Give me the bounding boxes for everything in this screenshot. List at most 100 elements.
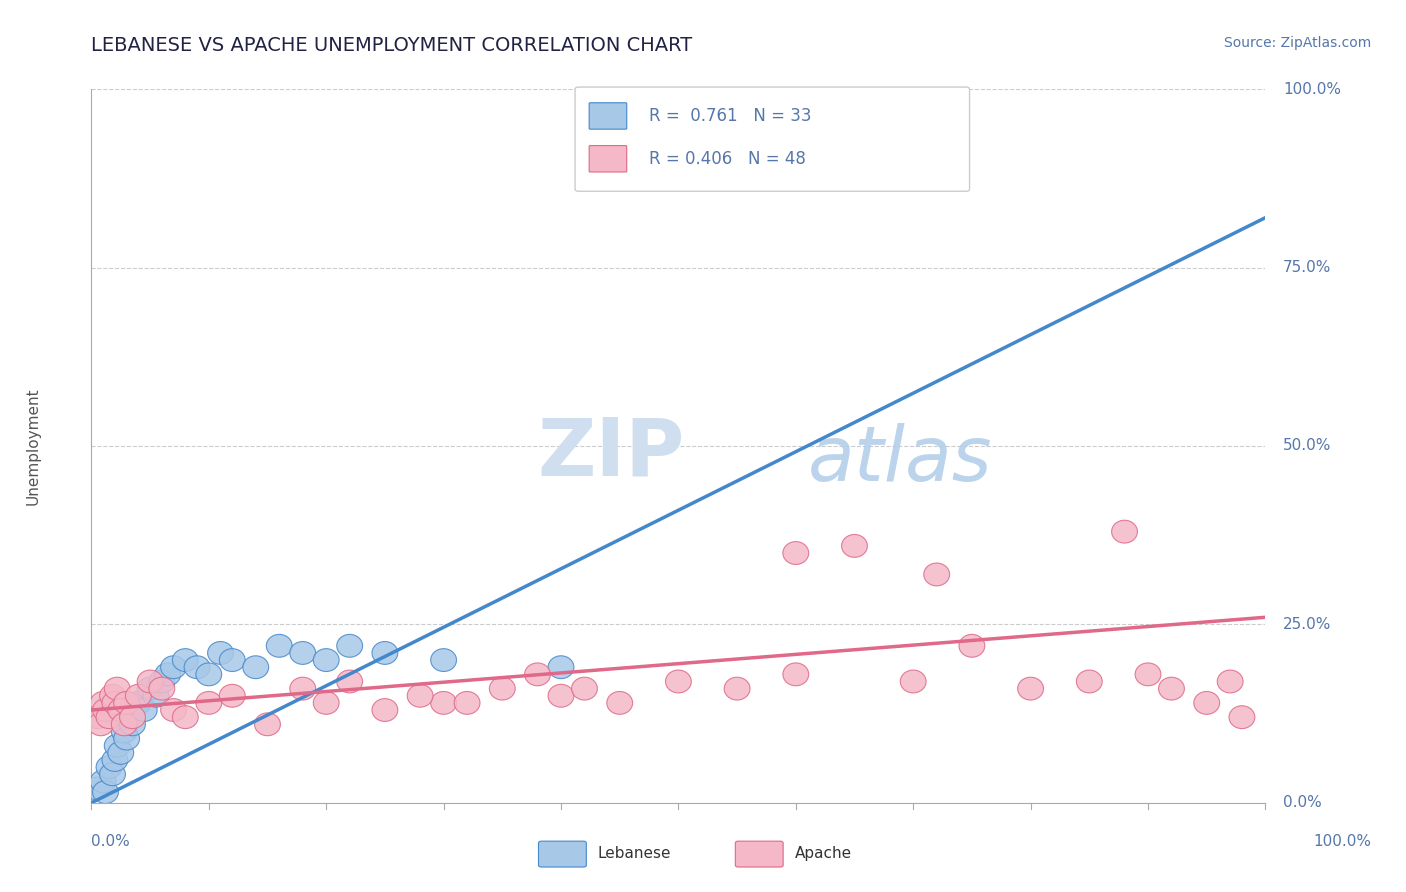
Ellipse shape [104, 734, 131, 757]
Ellipse shape [337, 670, 363, 693]
Ellipse shape [108, 698, 134, 722]
FancyBboxPatch shape [589, 103, 627, 129]
Ellipse shape [219, 648, 245, 672]
Ellipse shape [290, 677, 315, 700]
Ellipse shape [96, 756, 122, 779]
Ellipse shape [842, 78, 868, 101]
Ellipse shape [572, 677, 598, 700]
Ellipse shape [155, 663, 180, 686]
Ellipse shape [430, 648, 457, 672]
Text: R =  0.761   N = 33: R = 0.761 N = 33 [650, 107, 811, 125]
Ellipse shape [114, 691, 139, 714]
Ellipse shape [96, 706, 122, 729]
Text: Lebanese: Lebanese [598, 847, 671, 861]
Ellipse shape [254, 713, 280, 736]
Ellipse shape [1077, 670, 1102, 693]
Ellipse shape [959, 634, 984, 657]
Ellipse shape [1159, 677, 1184, 700]
Text: Unemployment: Unemployment [25, 387, 41, 505]
Ellipse shape [125, 684, 152, 707]
Ellipse shape [131, 698, 157, 722]
Ellipse shape [90, 691, 117, 714]
Ellipse shape [125, 691, 152, 714]
Ellipse shape [314, 648, 339, 672]
Ellipse shape [783, 541, 808, 565]
Ellipse shape [1218, 670, 1243, 693]
Ellipse shape [1194, 691, 1219, 714]
Text: 0.0%: 0.0% [91, 834, 131, 849]
Ellipse shape [103, 691, 128, 714]
Ellipse shape [90, 770, 117, 793]
Text: 50.0%: 50.0% [1284, 439, 1331, 453]
Ellipse shape [195, 663, 222, 686]
Ellipse shape [454, 691, 479, 714]
Text: 25.0%: 25.0% [1284, 617, 1331, 632]
Ellipse shape [117, 706, 142, 729]
Ellipse shape [173, 706, 198, 729]
Ellipse shape [665, 670, 692, 693]
Text: ZIP: ZIP [537, 414, 685, 492]
Text: LEBANESE VS APACHE UNEMPLOYMENT CORRELATION CHART: LEBANESE VS APACHE UNEMPLOYMENT CORRELAT… [91, 36, 693, 54]
Ellipse shape [489, 677, 515, 700]
Ellipse shape [208, 641, 233, 665]
Ellipse shape [84, 706, 110, 729]
Ellipse shape [408, 684, 433, 707]
Ellipse shape [524, 663, 550, 686]
Ellipse shape [84, 777, 110, 800]
Ellipse shape [783, 663, 808, 686]
Ellipse shape [108, 741, 134, 764]
FancyBboxPatch shape [589, 145, 627, 172]
Ellipse shape [290, 641, 315, 665]
Ellipse shape [924, 563, 949, 586]
Ellipse shape [149, 677, 174, 700]
Ellipse shape [724, 677, 749, 700]
Ellipse shape [143, 684, 169, 707]
Ellipse shape [373, 698, 398, 722]
Ellipse shape [103, 748, 128, 772]
FancyBboxPatch shape [575, 87, 970, 191]
Ellipse shape [100, 763, 125, 786]
Text: Source: ZipAtlas.com: Source: ZipAtlas.com [1223, 36, 1371, 50]
Ellipse shape [548, 656, 574, 679]
Ellipse shape [373, 641, 398, 665]
Ellipse shape [243, 656, 269, 679]
Ellipse shape [160, 698, 187, 722]
Text: 0.0%: 0.0% [1284, 796, 1322, 810]
Ellipse shape [548, 684, 574, 707]
Ellipse shape [266, 634, 292, 657]
Ellipse shape [195, 691, 222, 714]
Ellipse shape [337, 634, 363, 657]
Ellipse shape [900, 670, 927, 693]
Ellipse shape [1018, 677, 1043, 700]
Ellipse shape [111, 713, 138, 736]
Text: 100.0%: 100.0% [1313, 834, 1371, 849]
Ellipse shape [219, 684, 245, 707]
Ellipse shape [87, 713, 114, 736]
Ellipse shape [1135, 663, 1161, 686]
Ellipse shape [104, 677, 131, 700]
Text: Apache: Apache [794, 847, 852, 861]
Ellipse shape [173, 648, 198, 672]
Ellipse shape [314, 691, 339, 714]
Ellipse shape [111, 720, 138, 743]
Ellipse shape [1112, 520, 1137, 543]
Ellipse shape [114, 727, 139, 750]
Ellipse shape [93, 780, 118, 804]
Ellipse shape [160, 656, 187, 679]
Ellipse shape [607, 691, 633, 714]
Ellipse shape [1229, 706, 1254, 729]
Ellipse shape [120, 706, 145, 729]
Text: atlas: atlas [807, 424, 993, 497]
Ellipse shape [184, 656, 209, 679]
Ellipse shape [842, 534, 868, 558]
Ellipse shape [138, 670, 163, 693]
Ellipse shape [100, 684, 125, 707]
Ellipse shape [138, 677, 163, 700]
Text: 75.0%: 75.0% [1284, 260, 1331, 275]
Ellipse shape [149, 670, 174, 693]
Ellipse shape [120, 713, 145, 736]
Text: 100.0%: 100.0% [1284, 82, 1341, 96]
Text: R = 0.406   N = 48: R = 0.406 N = 48 [650, 150, 806, 168]
Ellipse shape [93, 698, 118, 722]
Ellipse shape [430, 691, 457, 714]
